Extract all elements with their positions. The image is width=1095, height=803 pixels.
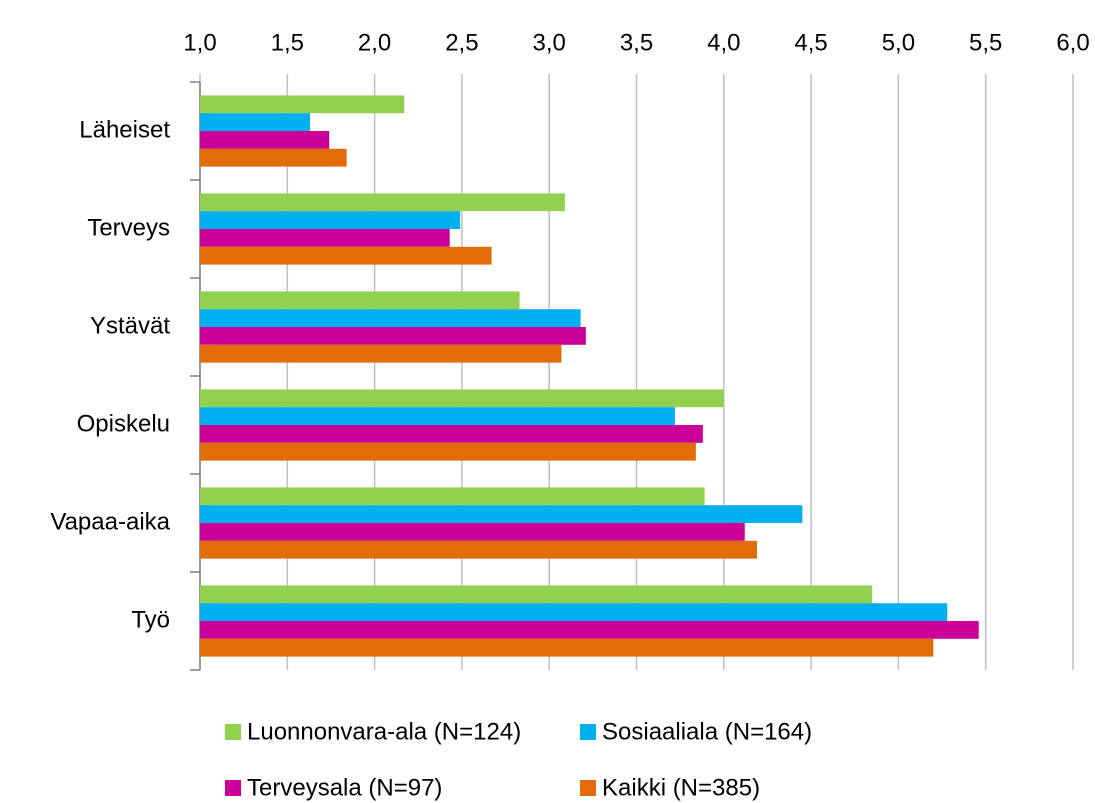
bar — [200, 603, 948, 621]
bar — [200, 229, 450, 247]
bar — [200, 113, 310, 131]
bar — [200, 505, 803, 523]
x-tick-label: 1,0 — [183, 29, 216, 56]
x-tick-label: 3,5 — [620, 29, 653, 56]
bar — [200, 621, 979, 639]
bar — [200, 131, 330, 149]
bar — [200, 291, 520, 310]
x-tick-label: 6,0 — [1056, 29, 1089, 56]
y-tick-label: Läheiset — [79, 116, 170, 143]
bar — [200, 211, 461, 229]
bar — [200, 327, 586, 345]
legend-swatch — [580, 780, 596, 796]
bar — [200, 389, 724, 408]
legend-label: Terveysala (N=97) — [247, 774, 442, 801]
x-tick-label: 2,0 — [358, 29, 391, 56]
x-tick-label: 4,0 — [707, 29, 740, 56]
bar — [200, 344, 562, 363]
bar — [200, 309, 581, 327]
y-tick-label: Vapaa-aika — [50, 508, 170, 535]
x-tick-label: 2,5 — [445, 29, 478, 56]
legend-label: Sosiaaliala (N=164) — [602, 718, 812, 745]
x-tick-label: 4,5 — [794, 29, 827, 56]
legend-label: Luonnonvara-ala (N=124) — [247, 718, 521, 745]
y-tick-label: Opiskelu — [77, 410, 170, 437]
y-tick-label: Työ — [131, 606, 170, 633]
bar — [200, 193, 565, 212]
bar — [200, 585, 873, 604]
bar — [200, 407, 675, 425]
bar — [200, 148, 347, 167]
y-tick-label: Terveys — [87, 214, 170, 241]
bar — [200, 425, 703, 443]
bar — [200, 95, 405, 114]
legend-swatch — [580, 724, 596, 740]
y-tick-label: Ystävät — [90, 312, 170, 339]
legend-label: Kaikki (N=385) — [602, 774, 760, 801]
bar — [200, 523, 745, 541]
bar — [200, 540, 757, 559]
x-tick-label: 5,5 — [969, 29, 1002, 56]
bar — [200, 487, 705, 506]
bar — [200, 246, 492, 265]
legend-swatch — [225, 780, 241, 796]
bar — [200, 442, 696, 461]
x-tick-label: 3,0 — [533, 29, 566, 56]
x-tick-label: 5,0 — [882, 29, 915, 56]
legend-swatch — [225, 724, 241, 740]
bar — [200, 638, 934, 657]
x-tick-label: 1,5 — [271, 29, 304, 56]
